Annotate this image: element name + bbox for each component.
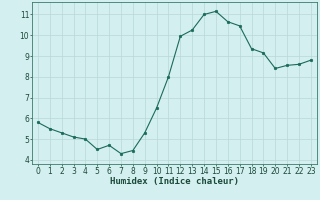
X-axis label: Humidex (Indice chaleur): Humidex (Indice chaleur) xyxy=(110,177,239,186)
